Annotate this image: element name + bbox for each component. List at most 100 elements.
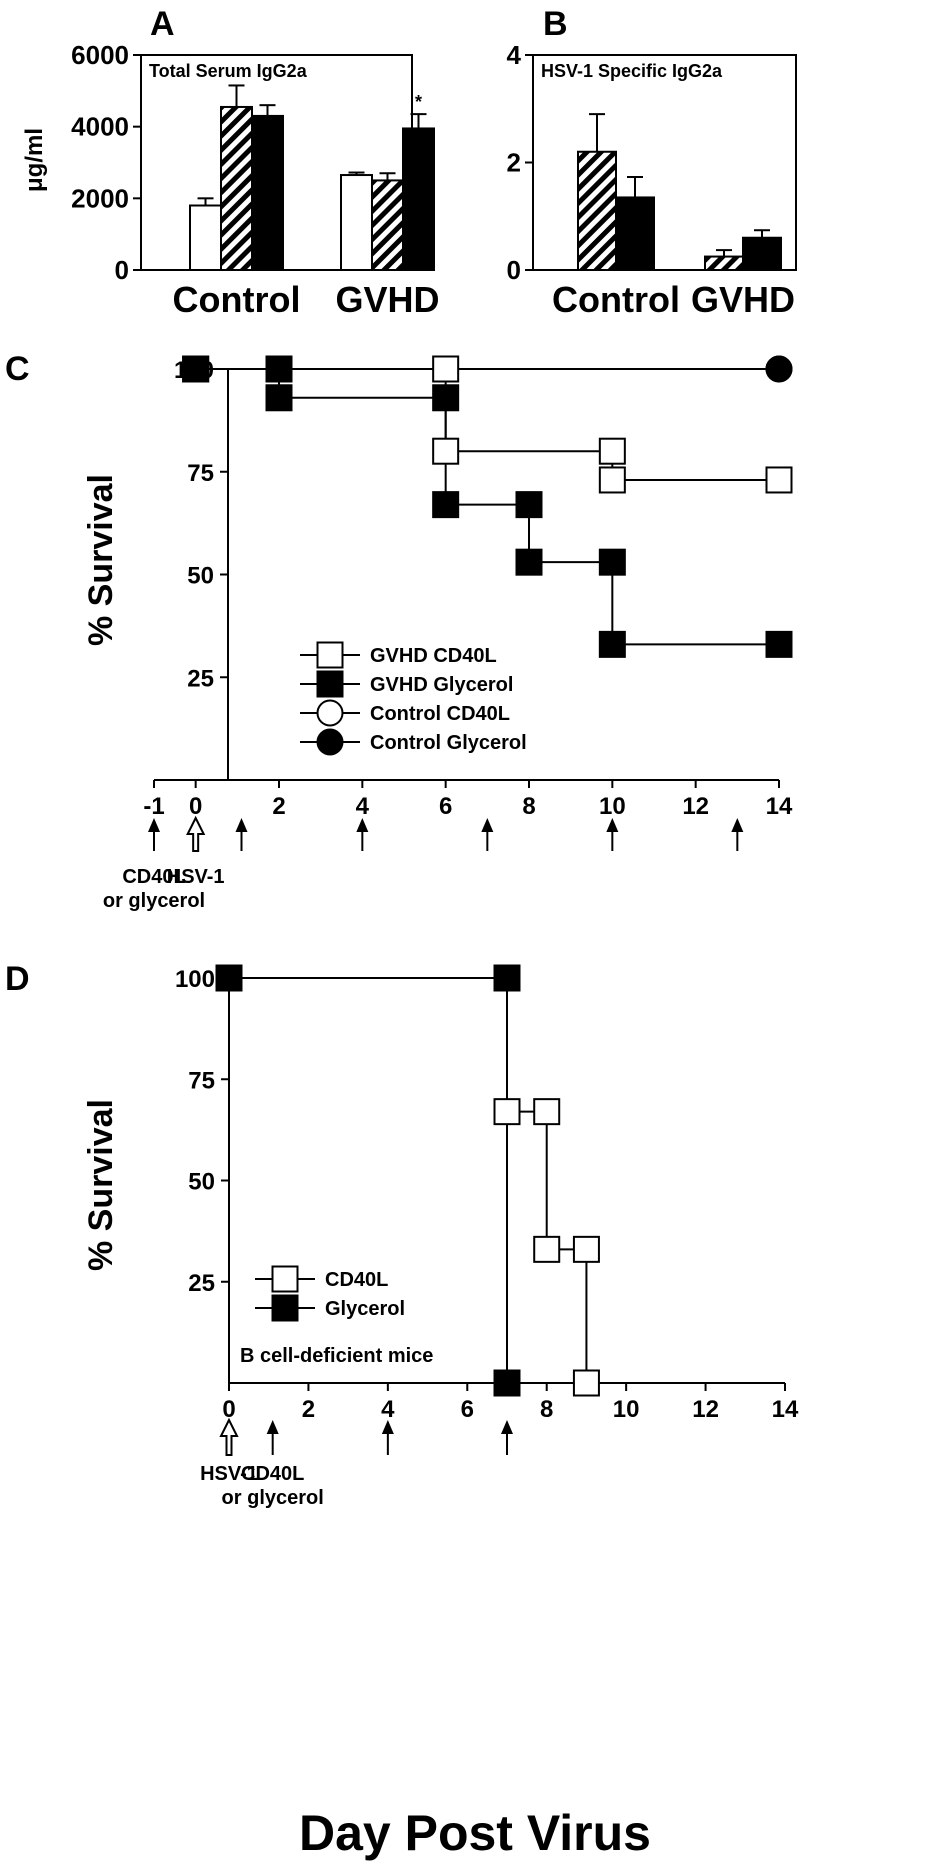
panel-c-point [598, 437, 626, 465]
panel-c-legend-label: Control CD40L [370, 703, 510, 725]
panel-d-xtick-label: 2 [302, 1396, 315, 1423]
panel-a-bar [402, 127, 435, 271]
panel-d-legend-label: CD40L [325, 1269, 388, 1291]
panel-d-point [493, 964, 521, 992]
panel-d-point [572, 1369, 600, 1397]
panel-d-arrow-label: HSV-1 [200, 1463, 258, 1485]
panel-c-arrow-label: or glycerol [103, 890, 205, 912]
panel-d-letter: D [5, 960, 30, 998]
x-axis-title: Day Post Virus [299, 1805, 651, 1861]
panel-c-letter: C [5, 350, 30, 388]
panel-b-title: HSV-1 Specific IgG2a [541, 61, 723, 81]
panel-d-arrow [501, 1420, 513, 1434]
panel-c-point [765, 466, 793, 494]
panel-c-xtick-label: 0 [189, 793, 202, 820]
panel-c-point [432, 437, 460, 465]
panel-d-point [533, 1235, 561, 1263]
panel-c-xtick-label: 8 [522, 793, 535, 820]
panel-a-ytick-label: 6000 [71, 40, 129, 70]
panel-c-xtick-label: 14 [766, 793, 793, 820]
panel-c-legend-marker [316, 670, 344, 698]
panel-c-point [598, 548, 626, 576]
panel-d-xtick-label: 0 [222, 1396, 235, 1423]
panel-c-xtick-label: 10 [599, 793, 626, 820]
panel-a-ytick-label: 4000 [71, 112, 129, 142]
panel-b-bar [577, 150, 617, 271]
panel-d-series-line [229, 977, 508, 1383]
panel-c-arrow [186, 815, 206, 852]
panel-d-point [572, 1235, 600, 1263]
panel-c-arrow [481, 818, 494, 832]
panel-b-ytick-label: 2 [507, 148, 521, 178]
panel-a-ytick-label: 0 [115, 255, 129, 285]
panel-c-point [515, 491, 543, 519]
panel-d-arrow [219, 1417, 239, 1456]
panel-c-point [515, 548, 543, 576]
panel-a-bar [371, 179, 404, 272]
panel-c-point [265, 355, 293, 383]
panel-d-xtick-label: 8 [540, 1396, 553, 1423]
panel-d-point [533, 1098, 561, 1126]
panel-c-arrow [235, 818, 248, 832]
panel-d-arrow [266, 1420, 279, 1434]
panel-d-ytick-label: 75 [188, 1067, 215, 1094]
panel-b-bar [615, 196, 655, 271]
panel-d-legend-marker [271, 1294, 299, 1322]
panel-d-xtick-label: 10 [613, 1396, 640, 1423]
panel-a-bar [189, 204, 222, 271]
panel-d-legend-label: Glycerol [325, 1298, 405, 1320]
panel-c-legend-marker [316, 728, 344, 756]
panel-d-arrow-label: CD40L [241, 1463, 304, 1485]
panel-c-point [598, 630, 626, 658]
panel-a-letter: A [150, 5, 175, 43]
panel-c-point [432, 491, 460, 519]
panel-c-legend-marker [316, 641, 344, 669]
panel-c-arrow [148, 818, 160, 832]
panel-d-ylabel: % Survival [82, 1099, 120, 1271]
panel-d-xtick-label: 6 [461, 1396, 474, 1423]
panel-d-legend-marker [271, 1265, 299, 1293]
panel-a-category-label: GVHD [335, 279, 439, 320]
panel-c-arrow [356, 818, 369, 832]
panel-d-point [215, 964, 243, 992]
panel-d-xtick-label: 12 [692, 1396, 719, 1423]
panel-d-arrow [381, 1420, 394, 1434]
panel-c-ylabel: % Survival [82, 474, 120, 646]
panel-a-title: Total Serum IgG2a [149, 61, 308, 81]
panel-c-ytick-label: 75 [187, 460, 214, 487]
panel-d-ytick-label: 100 [175, 966, 215, 993]
panel-c-series-line [195, 368, 779, 646]
panel-d-ytick-label: 25 [188, 1270, 215, 1297]
panel-b-bar [742, 236, 782, 271]
panel-c-legend-label: GVHD Glycerol [370, 674, 513, 696]
panel-b-category-label: GVHD [691, 279, 795, 320]
panel-c-xtick-label: 12 [682, 793, 709, 820]
panel-d-point [493, 1098, 521, 1126]
panel-c-arrow [731, 818, 744, 832]
panel-a-bar [220, 105, 253, 272]
panel-c-point [765, 355, 793, 383]
panel-d-series-line [229, 977, 588, 1383]
panel-a-category-label: Control [173, 279, 301, 320]
panel-a-ylabel: μg/ml [21, 128, 48, 192]
panel-d-ytick-label: 50 [188, 1169, 215, 1196]
panel-c-point [182, 355, 210, 383]
panel-c-point [765, 630, 793, 658]
panel-c-point [265, 384, 293, 412]
panel-a-bar [251, 114, 284, 271]
panel-b-ytick-label: 0 [507, 255, 521, 285]
panel-c-xtick-label: 4 [356, 793, 370, 820]
panel-d-xtick-label: 14 [772, 1396, 799, 1423]
panel-a-significance-mark: * [415, 92, 422, 112]
panel-c-point [598, 466, 626, 494]
panel-c-arrow [606, 818, 619, 832]
panel-c-legend-label: Control Glycerol [370, 732, 527, 754]
panel-d-point [493, 1369, 521, 1397]
panel-c-arrow-label: HSV-1 [167, 866, 225, 888]
panel-a-ytick-label: 2000 [71, 183, 129, 213]
panel-a-bar [340, 174, 373, 272]
panel-c-legend-marker [316, 699, 344, 727]
panel-d-xtick-label: 4 [381, 1396, 395, 1423]
panel-c-legend-label: GVHD CD40L [370, 645, 497, 667]
